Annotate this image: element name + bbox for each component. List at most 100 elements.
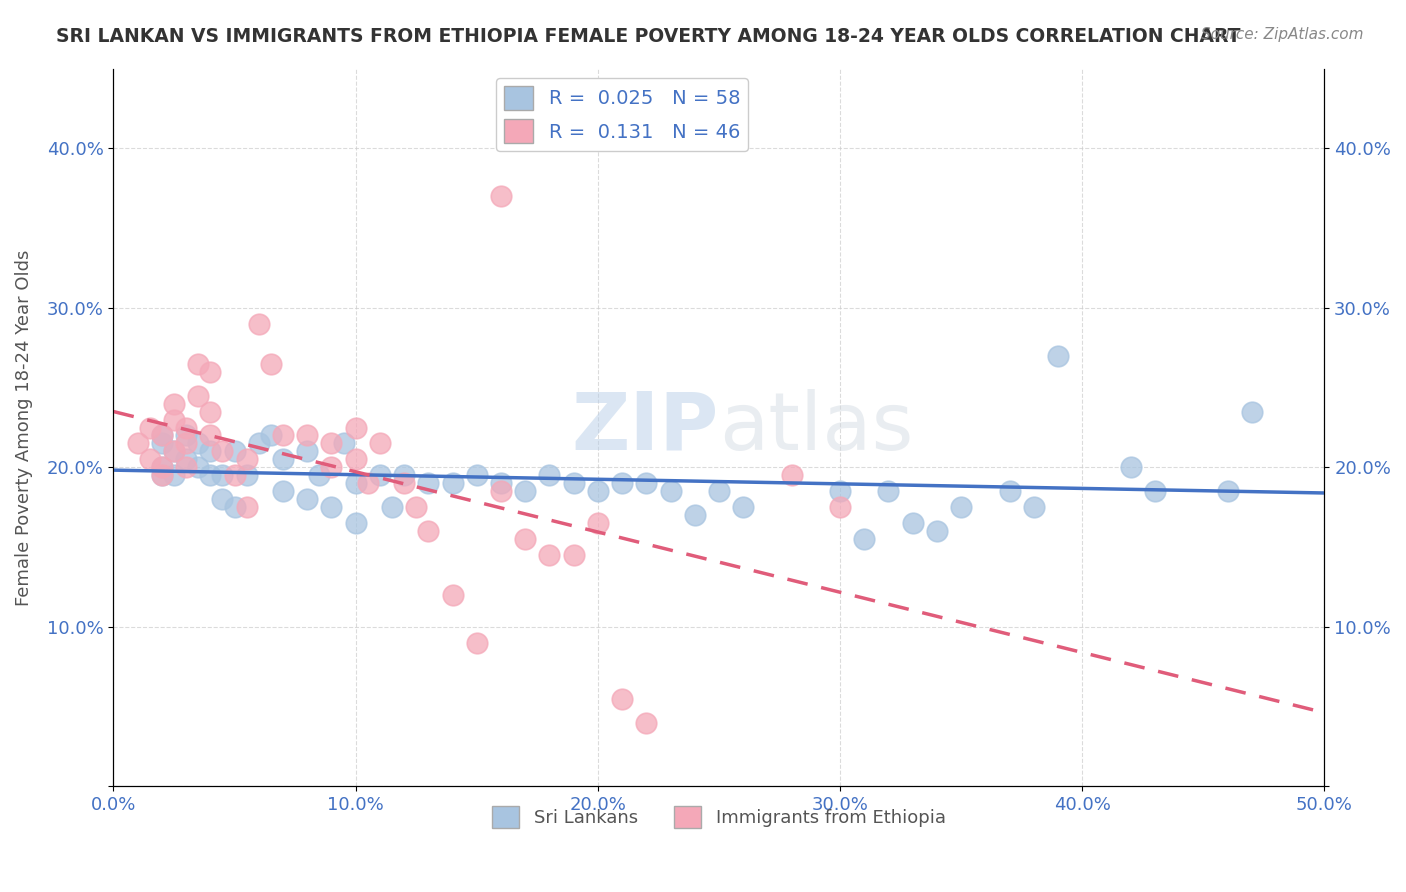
Point [357,476,380,491]
Text: Source: ZipAtlas.com: Source: ZipAtlas.com [1201,27,1364,42]
Point [1022,500,1045,515]
Point [586,484,609,499]
Point [610,691,633,706]
Point [150,428,173,442]
Point [150,436,173,450]
Point [344,476,367,491]
Text: ZIP: ZIP [572,389,718,467]
Point [271,484,294,499]
Point [683,508,706,523]
Point [1119,460,1142,475]
Point [636,476,658,491]
Point [1046,349,1069,363]
Point [260,357,283,371]
Point [901,516,924,531]
Point [174,420,197,434]
Point [271,452,294,467]
Point [163,444,186,458]
Point [224,468,246,483]
Point [163,468,186,483]
Point [321,500,343,515]
Point [163,444,186,458]
Point [211,492,233,507]
Point [441,476,464,491]
Point [636,715,658,730]
Point [515,484,537,499]
Point [247,317,270,331]
Point [418,476,440,491]
Point [150,460,173,475]
Point [247,436,270,450]
Point [381,500,404,515]
Point [271,428,294,442]
Point [235,500,257,515]
Point [187,436,209,450]
Point [200,365,222,379]
Point [562,548,585,562]
Point [853,532,876,546]
Point [174,452,197,467]
Point [297,444,319,458]
Point [659,484,682,499]
Point [200,444,222,458]
Point [163,396,186,410]
Point [163,412,186,426]
Point [515,532,537,546]
Point [260,428,283,442]
Point [224,500,246,515]
Point [235,452,257,467]
Point [733,500,755,515]
Point [150,460,173,475]
Point [150,468,173,483]
Point [950,500,973,515]
Point [344,516,367,531]
Text: atlas: atlas [718,389,914,467]
Point [877,484,900,499]
Point [344,452,367,467]
Point [538,548,561,562]
Point [321,436,343,450]
Point [538,468,561,483]
Point [925,524,948,539]
Point [1240,404,1263,418]
Point [224,444,246,458]
Point [465,636,488,650]
Point [780,468,803,483]
Point [368,468,391,483]
Point [441,588,464,602]
Point [489,484,512,499]
Point [392,468,415,483]
Point [586,516,609,531]
Y-axis label: Female Poverty Among 18-24 Year Olds: Female Poverty Among 18-24 Year Olds [15,249,32,606]
Point [174,460,197,475]
Point [308,468,330,483]
Point [150,468,173,483]
Point [297,428,319,442]
Point [174,428,197,442]
Point [187,460,209,475]
Point [828,500,851,515]
Point [998,484,1021,499]
Point [489,476,512,491]
Point [707,484,730,499]
Point [139,452,162,467]
Point [405,500,427,515]
Point [200,428,222,442]
Point [211,468,233,483]
Point [150,428,173,442]
Point [610,476,633,491]
Point [297,492,319,507]
Point [562,476,585,491]
Text: SRI LANKAN VS IMMIGRANTS FROM ETHIOPIA FEMALE POVERTY AMONG 18-24 YEAR OLDS CORR: SRI LANKAN VS IMMIGRANTS FROM ETHIOPIA F… [56,27,1240,45]
Point [187,388,209,402]
Point [211,444,233,458]
Point [127,436,149,450]
Point [235,468,257,483]
Point [139,420,162,434]
Point [332,436,354,450]
Point [187,357,209,371]
Point [828,484,851,499]
Point [1143,484,1166,499]
Point [418,524,440,539]
Point [465,468,488,483]
